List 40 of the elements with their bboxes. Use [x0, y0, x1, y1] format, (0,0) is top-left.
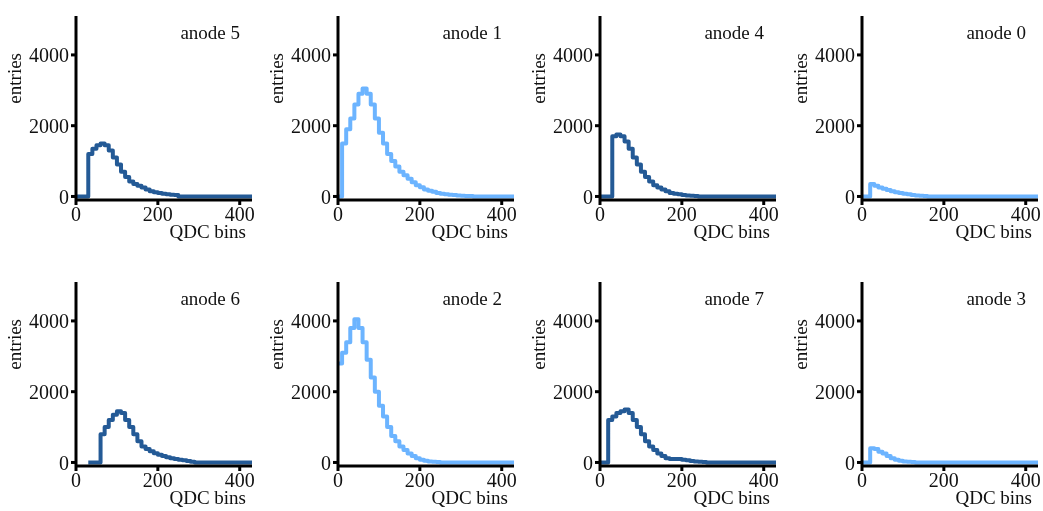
y-axis-title: entries [789, 53, 811, 104]
y-tick-label: 4000 [29, 310, 69, 333]
y-tick-label: 2000 [29, 380, 69, 403]
y-tick-label: 2000 [553, 380, 593, 403]
chart-title: anode 7 [704, 288, 764, 310]
y-tick-label: 4000 [29, 44, 69, 67]
y-axis-title: entries [3, 53, 25, 104]
y-tick-label: 0 [59, 451, 69, 474]
y-tick-label: 0 [583, 185, 593, 208]
y-tick-label: 0 [59, 185, 69, 208]
y-tick-label: 2000 [815, 380, 855, 403]
y-tick-label: 0 [583, 451, 593, 474]
y-tick-label: 0 [845, 185, 855, 208]
y-tick-label: 4000 [291, 44, 331, 67]
y-tick-label: 2000 [291, 114, 331, 137]
chart-title: anode 5 [180, 22, 240, 44]
y-tick-label: 0 [321, 185, 331, 208]
chart-title: anode 6 [180, 288, 240, 310]
y-axis-title: entries [3, 319, 25, 370]
y-axis-title: entries [265, 53, 287, 104]
y-axis-title: entries [789, 319, 811, 370]
y-axis-title: entries [527, 319, 549, 370]
y-tick-label: 0 [845, 451, 855, 474]
y-tick-label: 4000 [553, 310, 593, 333]
y-tick-label: 4000 [291, 310, 331, 333]
y-tick-label: 2000 [815, 114, 855, 137]
y-tick-label: 2000 [553, 114, 593, 137]
chart-title: anode 1 [442, 22, 502, 44]
chart-title: anode 3 [966, 288, 1026, 310]
chart-title: anode 4 [704, 22, 764, 44]
y-axis-title: entries [265, 319, 287, 370]
chart-title: anode 2 [442, 288, 502, 310]
y-tick-label: 2000 [291, 380, 331, 403]
y-tick-label: 2000 [29, 114, 69, 137]
y-tick-label: 4000 [815, 44, 855, 67]
y-axis-title: entries [527, 53, 549, 104]
y-tick-label: 4000 [553, 44, 593, 67]
chart-title: anode 0 [966, 22, 1026, 44]
y-tick-label: 4000 [815, 310, 855, 333]
y-tick-label: 0 [321, 451, 331, 474]
